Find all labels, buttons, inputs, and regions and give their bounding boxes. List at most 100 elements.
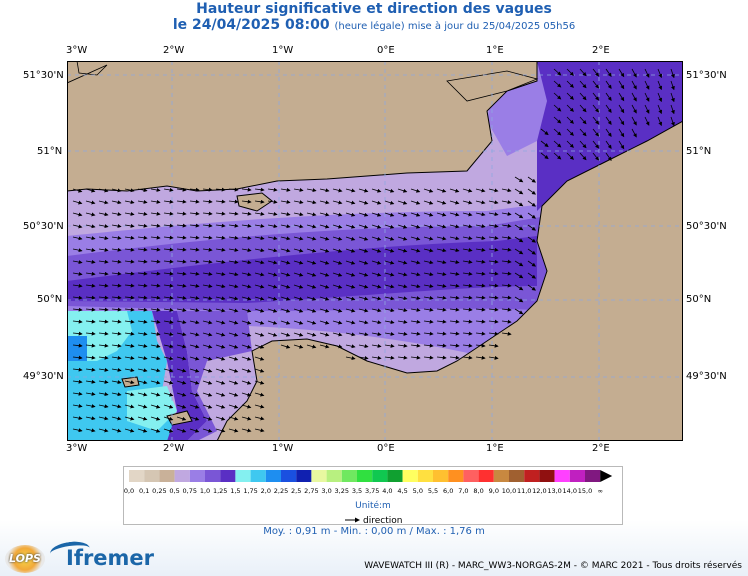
wave-direction-arrow bbox=[85, 391, 96, 396]
wave-direction-arrow bbox=[384, 248, 395, 253]
legend-tick-label: 1,75 bbox=[243, 487, 257, 495]
legend-tick-label: 13,0 bbox=[547, 487, 561, 495]
wave-direction-arrow bbox=[475, 283, 486, 288]
wave-direction-arrow bbox=[137, 428, 148, 433]
wave-direction-arrow bbox=[423, 307, 434, 312]
wave-direction-arrow bbox=[124, 259, 135, 264]
wave-direction-arrow bbox=[618, 68, 625, 78]
wave-direction-arrow bbox=[462, 271, 473, 276]
wave-direction-arrow bbox=[371, 200, 382, 205]
wave-direction-arrow bbox=[293, 344, 304, 349]
wave-direction-arrow bbox=[592, 68, 600, 77]
wave-direction-arrow bbox=[423, 200, 434, 205]
wave-direction-arrow bbox=[644, 68, 650, 78]
wave-direction-arrow bbox=[644, 116, 650, 126]
wave-direction-arrow bbox=[280, 260, 291, 265]
wave-direction-arrow bbox=[111, 428, 122, 433]
wave-direction-arrow bbox=[163, 259, 174, 264]
wave-direction-arrow bbox=[436, 295, 447, 300]
wave-direction-arrow bbox=[358, 260, 369, 265]
wave-direction-arrow bbox=[436, 212, 447, 217]
wave-direction-arrow bbox=[501, 212, 512, 216]
wave-direction-arrow bbox=[202, 404, 213, 409]
wave-direction-arrow bbox=[98, 307, 109, 312]
legend-swatch bbox=[372, 470, 388, 482]
wave-direction-arrow bbox=[475, 200, 486, 205]
wave-direction-arrow bbox=[150, 235, 161, 240]
wave-direction-arrow bbox=[124, 404, 135, 409]
wave-direction-arrow bbox=[488, 331, 499, 336]
wave-direction-arrow bbox=[85, 248, 96, 252]
wave-direction-arrow bbox=[410, 307, 421, 312]
wave-direction-arrow bbox=[176, 259, 187, 264]
wave-direction-arrow bbox=[449, 271, 460, 276]
wave-direction-arrow bbox=[345, 356, 356, 361]
wave-direction-arrow bbox=[410, 188, 421, 193]
wave-direction-arrow bbox=[163, 295, 174, 300]
wave-direction-arrow bbox=[228, 199, 239, 204]
wave-direction-arrow bbox=[176, 223, 187, 228]
wave-direction-arrow bbox=[488, 271, 499, 276]
wave-direction-arrow bbox=[592, 128, 600, 137]
wave-direction-arrow bbox=[85, 367, 96, 372]
wave-direction-arrow bbox=[176, 416, 187, 421]
wave-direction-arrow bbox=[384, 272, 395, 277]
wave-direction-arrow bbox=[150, 416, 161, 421]
legend-tick-label: 0,25 bbox=[152, 487, 166, 495]
wave-direction-arrow bbox=[189, 332, 200, 337]
wave-direction-arrow bbox=[605, 128, 612, 138]
legend-tick-label: 4,0 bbox=[382, 487, 392, 495]
legend-swatch bbox=[265, 470, 281, 482]
wave-direction-arrow bbox=[202, 235, 213, 240]
wave-direction-arrow bbox=[449, 236, 460, 241]
legend-swatch bbox=[144, 470, 160, 482]
wave-direction-arrow bbox=[241, 248, 252, 253]
wave-direction-arrow bbox=[293, 308, 304, 313]
wave-direction-arrow bbox=[150, 392, 161, 397]
wave-direction-arrow bbox=[163, 404, 174, 409]
wave-direction-arrow bbox=[98, 188, 109, 193]
wave-direction-arrow bbox=[358, 200, 369, 205]
wave-direction-arrow bbox=[358, 212, 369, 217]
wave-direction-arrow bbox=[319, 200, 330, 205]
wave-direction-arrow bbox=[306, 308, 317, 313]
wave-direction-arrow bbox=[397, 296, 408, 301]
wave-direction-arrow bbox=[137, 188, 148, 193]
wave-direction-arrow bbox=[241, 199, 252, 204]
wave-direction-arrow bbox=[267, 236, 278, 241]
lon-label-bottom: 2°W bbox=[163, 443, 185, 454]
wave-direction-arrow bbox=[462, 355, 473, 360]
wave-direction-arrow bbox=[124, 428, 135, 433]
wave-direction-arrow bbox=[397, 260, 408, 265]
wave-direction-arrow bbox=[514, 224, 524, 231]
wave-direction-arrow bbox=[202, 199, 213, 204]
wave-direction-arrow bbox=[189, 187, 200, 192]
wave-direction-arrow bbox=[124, 247, 135, 252]
legend-tick-label: 3,0 bbox=[321, 487, 331, 495]
wave-direction-arrow bbox=[462, 236, 473, 241]
direction-arrows bbox=[72, 68, 675, 433]
wales-land bbox=[67, 61, 108, 84]
wave-direction-arrow bbox=[397, 188, 408, 193]
wave-direction-arrow bbox=[501, 331, 512, 336]
wave-direction-arrow bbox=[254, 187, 265, 192]
wave-direction-arrow bbox=[124, 212, 135, 216]
wave-direction-arrow bbox=[124, 416, 135, 421]
wave-direction-arrow bbox=[267, 248, 278, 253]
legend-swatch bbox=[478, 470, 494, 482]
wave-direction-arrow bbox=[618, 80, 625, 90]
wave-direction-arrow bbox=[436, 319, 447, 324]
wave-direction-arrow bbox=[423, 272, 434, 277]
wave-direction-arrow bbox=[670, 68, 675, 79]
wave-direction-arrow bbox=[228, 260, 239, 265]
wave-direction-arrow bbox=[332, 296, 343, 301]
wave-direction-arrow bbox=[592, 140, 600, 149]
wave-direction-arrow bbox=[410, 296, 421, 301]
wave-direction-arrow bbox=[332, 308, 343, 313]
lat-label-left: 49°30'N bbox=[23, 371, 64, 382]
wave-height-map[interactable] bbox=[67, 61, 683, 441]
wave-direction-arrow bbox=[371, 224, 382, 229]
wave-direction-arrow bbox=[163, 187, 174, 192]
wave-direction-arrow bbox=[475, 295, 486, 300]
wave-direction-arrow bbox=[254, 344, 265, 349]
